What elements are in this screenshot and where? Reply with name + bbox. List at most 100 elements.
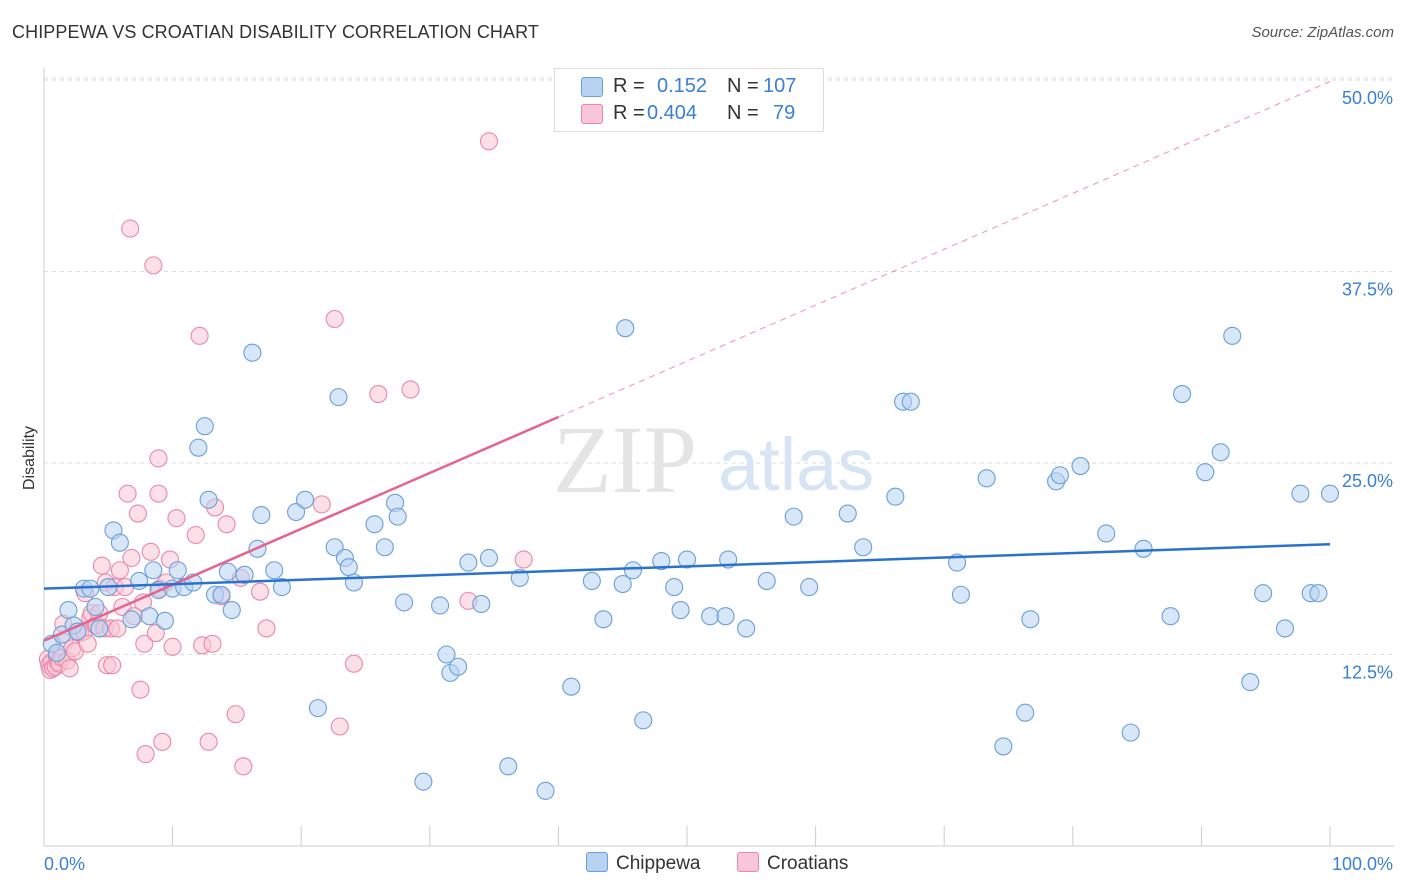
chippewa-point — [737, 619, 756, 638]
croatians-point — [103, 656, 122, 675]
croatians-point — [131, 680, 150, 699]
chippewa-point — [199, 490, 218, 509]
croatians-point — [514, 550, 533, 569]
chippewa-point — [1050, 466, 1069, 485]
croatians-point — [118, 484, 137, 503]
chippewa-point — [252, 506, 271, 525]
croatians-point — [144, 256, 163, 275]
chippewa-point — [1161, 607, 1180, 626]
croatians-point — [141, 542, 160, 561]
chippewa-point — [716, 607, 735, 626]
chippewa-swatch — [581, 77, 603, 97]
chippewa-point — [510, 568, 529, 587]
croatians-trend-extension — [558, 80, 1331, 418]
chippewa-point — [235, 565, 254, 584]
chippewa-point — [243, 343, 262, 362]
croatians-point — [234, 757, 253, 776]
chippewa-point — [59, 601, 78, 620]
y-tick-label: 50.0% — [1342, 88, 1393, 108]
chippewa-point — [562, 677, 581, 696]
legend-n-value: 79 — [773, 102, 796, 124]
chippewa-point — [616, 319, 635, 338]
y-tick-label: 37.5% — [1342, 280, 1393, 300]
chippewa-point — [222, 601, 241, 620]
croatians-swatch — [581, 104, 603, 124]
watermark-atlas: atlas — [718, 423, 874, 506]
chippewa-point — [1309, 584, 1328, 603]
croatians-point — [108, 619, 127, 638]
croatians-point — [203, 634, 222, 653]
chippewa-point — [784, 507, 803, 526]
croatians-legend-label: Croatians — [767, 853, 849, 874]
chippewa-point — [1241, 673, 1260, 692]
tick-labels: 12.5% 25.0% 37.5% 50.0% 0.0% 100.0% — [44, 88, 1393, 874]
chippewa-point — [1223, 326, 1242, 345]
chippewa-point — [1021, 610, 1040, 629]
croatians-point — [330, 717, 349, 736]
source-credit: Source: ZipAtlas.com — [1251, 24, 1394, 41]
croatians-point — [121, 219, 140, 238]
chippewa-point — [665, 578, 684, 597]
chippewa-point — [155, 611, 174, 630]
croatians-point — [190, 326, 209, 345]
chippewa-point — [613, 574, 632, 594]
croatians-point — [257, 619, 276, 638]
croatians-point — [136, 745, 155, 764]
chippewa-point — [1097, 524, 1116, 543]
chippewa-point — [189, 438, 208, 457]
legend-r-label: R = — [613, 102, 645, 124]
chippewa-point — [130, 571, 149, 591]
chippewa-point — [1173, 385, 1192, 404]
croatians-point — [167, 509, 186, 528]
croatians-point — [135, 634, 154, 653]
chippewa-point — [168, 561, 187, 580]
croatians-point — [122, 548, 141, 568]
chippewa-point — [977, 469, 996, 488]
chippewa-point — [308, 699, 327, 718]
chippewa-point — [195, 417, 214, 436]
chippewa-point — [81, 579, 100, 598]
croatians-point — [369, 385, 388, 404]
axes — [43, 68, 1394, 847]
legend-item-croatians: Croatians — [737, 852, 848, 876]
croatians-point — [325, 309, 344, 329]
croatians-point — [217, 515, 236, 534]
croatians-point — [110, 561, 129, 580]
croatians-point — [312, 495, 331, 514]
y-tick-label: 12.5% — [1342, 663, 1393, 683]
chippewa-point — [652, 551, 671, 571]
croatians-point — [186, 525, 205, 545]
croatians-point — [479, 132, 499, 151]
legend-item-chippewa: Chippewa — [586, 852, 701, 876]
chippewa-point — [437, 645, 456, 664]
chippewa-point — [287, 502, 306, 522]
chippewa-point — [1320, 484, 1340, 503]
croatians-legend-swatch — [737, 852, 759, 872]
chippewa-point — [1134, 539, 1153, 558]
chippewa-point — [1071, 457, 1090, 476]
y-tick-label: 25.0% — [1342, 471, 1393, 491]
croatians-point — [226, 705, 245, 724]
stats-legend: R = 0.152 N = 107 R = 0.404 N = 79 — [554, 68, 824, 132]
chippewa-point — [671, 601, 690, 620]
croatians-point — [153, 732, 172, 751]
chippewa-point — [122, 610, 141, 629]
chippewa-point — [90, 619, 109, 638]
chippewa-point — [582, 571, 601, 591]
chippewa-point — [800, 578, 819, 597]
chippewa-point — [901, 392, 920, 411]
chippewa-legend-label: Chippewa — [616, 853, 701, 874]
chippewa-point — [329, 388, 348, 407]
chippewa-point — [838, 504, 857, 523]
legend-r-label: R = — [613, 75, 645, 97]
croatians-point — [250, 582, 270, 601]
y-axis-label: Disability — [21, 426, 38, 490]
chippewa-point — [296, 490, 315, 509]
chippewa-point — [479, 548, 499, 568]
croatians-point — [92, 556, 111, 575]
chippewa-point — [144, 561, 163, 580]
chippewa-point — [1016, 703, 1035, 722]
chippewa-point — [86, 597, 105, 617]
x-tick-label: 0.0% — [44, 854, 85, 874]
